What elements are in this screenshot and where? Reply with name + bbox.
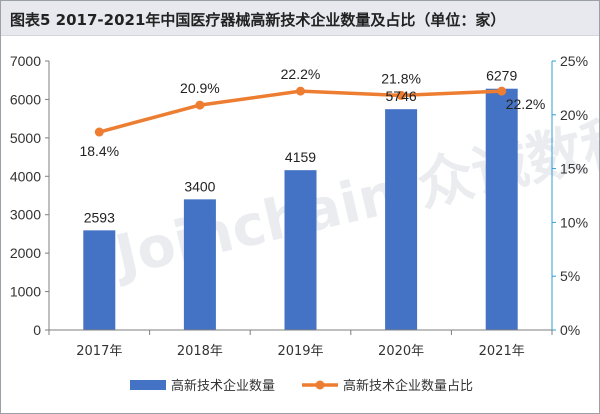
line-value-label: 20.9% <box>180 80 220 96</box>
chart-title: 图表5 2017-2021年中国医疗器械高新技术企业数量及占比（单位：家） <box>10 11 506 29</box>
bar-value-label: 4159 <box>285 149 316 165</box>
line-value-label: 22.2% <box>281 66 321 82</box>
line-series <box>98 89 502 134</box>
y-left-tick-label: 4000 <box>10 168 41 184</box>
y-left-tick-label: 2000 <box>10 245 41 261</box>
y-right-tick-label: 10% <box>560 214 588 230</box>
legend-line-marker <box>315 380 325 390</box>
y-left-tick-label: 0 <box>33 322 41 338</box>
line-point-4 <box>396 90 406 100</box>
y-right-tick-label: 5% <box>560 268 580 284</box>
line-value-label: 22.2% <box>506 96 546 112</box>
x-category-label: 2017年 <box>76 344 122 359</box>
legend-bar-swatch <box>130 380 166 390</box>
bar-4 <box>385 109 418 331</box>
line-point-5 <box>497 86 507 96</box>
y-left-tick-label: 6000 <box>10 91 41 107</box>
x-category-label: 2018年 <box>177 344 223 359</box>
bar-5 <box>485 88 518 330</box>
y-left-tick-label: 3000 <box>10 207 41 223</box>
line-value-label: 21.8% <box>381 70 421 86</box>
line-point-2 <box>195 100 205 110</box>
bar-2 <box>183 199 216 330</box>
y-left-tick-label: 7000 <box>10 53 41 69</box>
bar-1 <box>83 230 116 330</box>
y-right-tick-label: 25% <box>560 53 588 69</box>
x-category-label: 2019年 <box>277 344 323 359</box>
x-category-label: 2020年 <box>378 344 424 359</box>
y-right-tick-label: 0% <box>560 322 580 338</box>
bar-3 <box>284 170 317 330</box>
bar-value-label: 2593 <box>84 209 115 225</box>
line-value-label: 18.4% <box>79 143 119 159</box>
title-bar: 图表5 2017-2021年中国医疗器械高新技术企业数量及占比（单位：家） <box>1 1 599 36</box>
bar-value-label: 3400 <box>184 178 215 194</box>
line-point-1 <box>94 127 104 137</box>
y-left-tick-label: 5000 <box>10 130 41 146</box>
y-right-tick-label: 15% <box>560 161 588 177</box>
y-left-tick-label: 1000 <box>10 284 41 300</box>
bar-value-label: 6279 <box>486 68 517 84</box>
bar-value-label: 5746 <box>386 88 417 104</box>
x-category-label: 2021年 <box>479 344 525 359</box>
legend-bar-label: 高新技术企业数量 <box>171 378 275 394</box>
watermark: Joinchain.众诚数科 <box>106 106 599 290</box>
line-point-3 <box>296 86 305 96</box>
legend-line-label: 高新技术企业数量占比 <box>343 378 473 394</box>
y-right-tick-label: 20% <box>560 107 588 123</box>
